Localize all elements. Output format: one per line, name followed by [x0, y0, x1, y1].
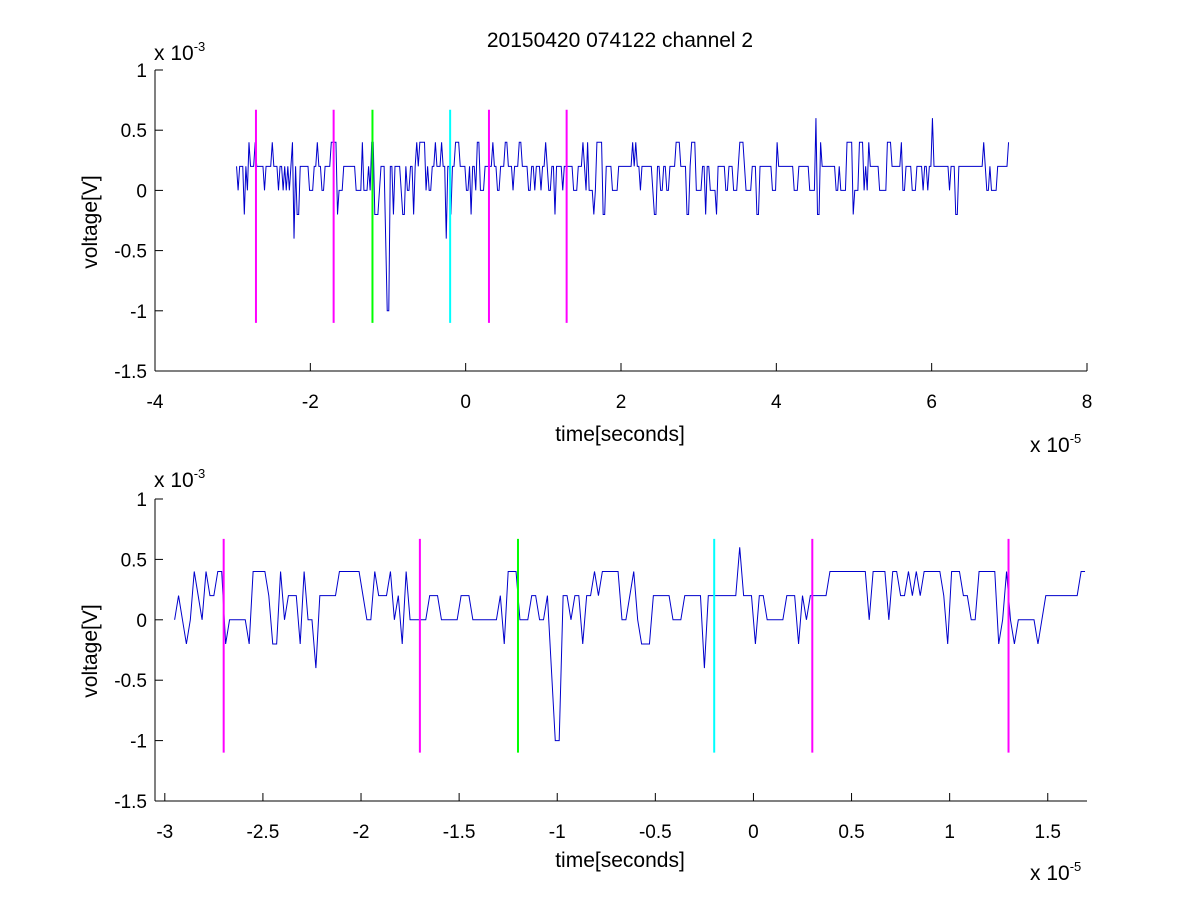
top-y-tick-label: -0.5	[114, 242, 147, 263]
bottom-y-tick-label: -1	[130, 732, 147, 753]
bottom-y-tick-label: 1	[136, 490, 147, 511]
top-y-axis-label: voltage[V]	[79, 175, 102, 268]
top-plot: -4 -2 0 2 4 6 8 -1.5-1-0.500.51 time[seconds] …	[79, 39, 1092, 457]
bottom-x-tick-label: -1	[549, 822, 566, 843]
top-x-tick-label: -2	[302, 392, 319, 413]
top-x-tick-label: 0	[460, 392, 471, 413]
bottom-x-tick-label: -3	[156, 822, 173, 843]
bottom-x-tick-label: -2.5	[247, 822, 280, 843]
bottom-x-tick-label: -0.5	[639, 822, 672, 843]
top-y-exponent-power: -3	[194, 39, 206, 54]
top-y-exponent-label: x 10-3	[154, 39, 205, 65]
top-y-exponent-base: x 10	[154, 42, 194, 65]
top-x-tick-label: 4	[771, 392, 782, 413]
bottom-x-tick-label: 0.5	[838, 822, 864, 843]
bottom-x-exponent-label: x 10-5	[1030, 859, 1081, 885]
bottom-y-tick-label: -0.5	[114, 671, 147, 692]
top-marker-layer	[254, 109, 568, 323]
bottom-y-exponent-power: -3	[194, 466, 206, 481]
bottom-y-tick-label: 0.5	[121, 550, 147, 571]
top-x-axis-label: time[seconds]	[555, 423, 685, 446]
top-x-tick-label: -4	[147, 392, 164, 413]
bottom-x-ticks: -3 -2.5 -2 -1.5 -1 -0.5 0 0.5 1 1.5	[156, 793, 1061, 843]
bottom-y-ticks: -1.5 -1 -0.5 0 0.5 1	[114, 490, 163, 813]
top-y-tick-label: 0	[136, 181, 147, 202]
top-x-exponent-power: -5	[1070, 431, 1082, 446]
bottom-x-tick-label: 0	[748, 822, 759, 843]
bottom-marker-layer	[222, 538, 1010, 753]
bottom-y-exponent-label: x 10-3	[154, 466, 205, 492]
bottom-y-axis-label: voltage[V]	[79, 604, 102, 697]
bottom-y-tick-label: -1.5	[114, 792, 147, 813]
bottom-x-tick-label: -2	[353, 822, 370, 843]
top-y-ticks: -1.5 -1 -0.5 0 0.5 1	[114, 61, 163, 383]
top-x-tick-label: 8	[1082, 392, 1093, 413]
top-signal-line	[236, 118, 1010, 312]
top-x-tick-label: 6	[926, 392, 937, 413]
top-y-tick-label: 1	[136, 61, 147, 82]
top-x-tick-label: 2	[616, 392, 627, 413]
bottom-y-exponent-base: x 10	[154, 469, 194, 492]
top-x-exponent-base: x 10	[1030, 434, 1070, 457]
top-y-tick-label: -1	[130, 302, 147, 323]
bottom-x-tick-label: 1.5	[1035, 822, 1061, 843]
bottom-x-axis-label: time[seconds]	[555, 849, 685, 872]
bottom-signal-line	[174, 547, 1086, 742]
top-signal-layer	[236, 118, 1010, 312]
figure-title: 20150420 074122 channel 2	[487, 29, 753, 52]
bottom-x-tick-label: 1	[944, 822, 955, 843]
bottom-x-exponent-power: -5	[1070, 859, 1082, 874]
bottom-x-tick-label: -1.5	[443, 822, 476, 843]
top-y-tick-label: -1.5	[114, 362, 147, 383]
top-y-tick-label: 0.5	[121, 121, 147, 142]
top-x-ticks: -4 -2 0 2 4 6 8	[147, 363, 1093, 413]
top-x-exponent-label: x 10-5	[1030, 431, 1081, 457]
bottom-y-tick-label: 0	[136, 611, 147, 632]
bottom-signal-layer	[174, 547, 1086, 742]
bottom-plot: -3 -2.5 -2 -1.5 -1 -0.5 0 0.5 1 1.5 -1.5 -1 -0.5 0 0.…	[79, 466, 1087, 885]
bottom-x-exponent-base: x 10	[1030, 862, 1070, 885]
